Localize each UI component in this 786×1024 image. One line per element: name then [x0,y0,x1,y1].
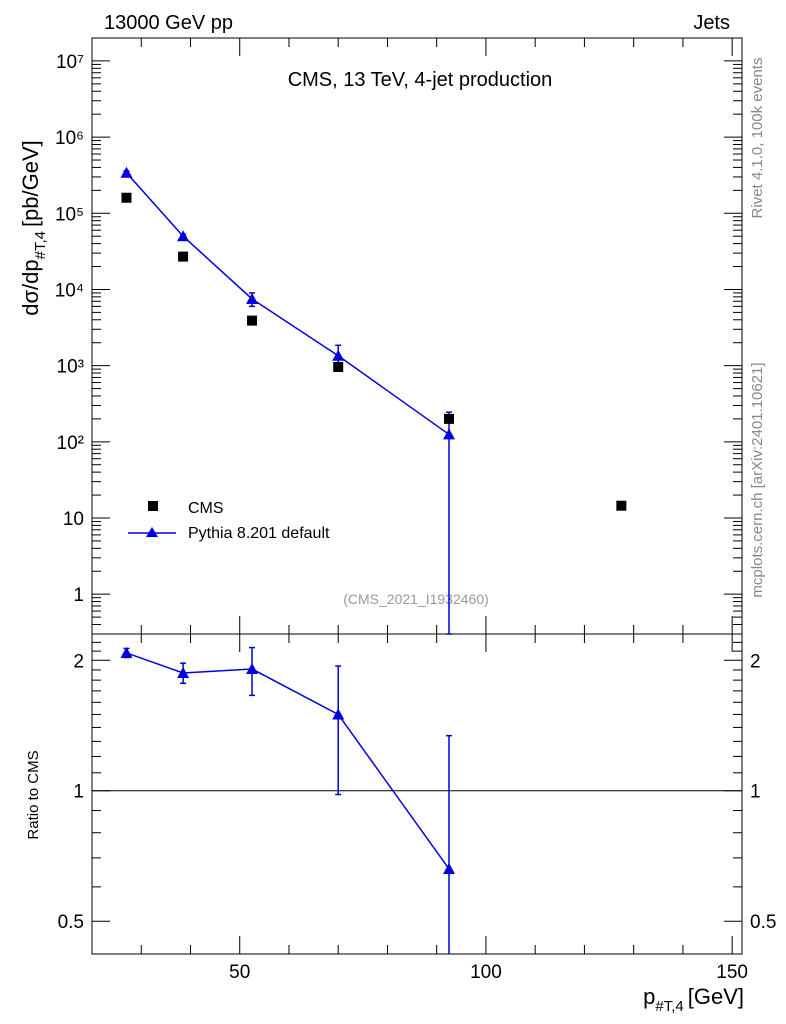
main-plot-frame [91,37,743,635]
cms-marker [444,413,455,424]
mc-marker [443,428,456,440]
cms-data-markers [121,192,627,511]
ratio-error-bars [123,646,453,954]
main-x-ticks [91,38,733,634]
ratio-x-ticks: 50 100 150 [91,634,748,983]
mc-marker [177,230,190,242]
ratio-marker [332,708,345,720]
mc-series-line [125,172,450,436]
ratio-y-tick-label: 1 [73,782,84,803]
main-y-tick-label: 10² [57,433,84,454]
legend-mc-marker [146,527,158,537]
ratio-y-ticks: 0.5 0.5 1 1 2 2 [58,641,776,933]
ratio-y-tick-label: 0.5 [58,912,84,933]
ratio-y-tick-label: 2 [73,651,84,672]
mcplots-label: mcplots.cern.ch [arXiv:2401.10621] [749,362,766,597]
main-y-tick-label: 1 [73,585,84,606]
mc-marker [332,349,345,361]
ratio-marker [246,662,259,674]
ratio-y-axis-label: Ratio to CMS [25,750,42,839]
legend-cms-marker [148,501,158,511]
main-y-tick-label: 10⁷ [56,52,84,73]
rivet-label-group: Rivet 4.1.0, 100k events [749,58,766,219]
ratio-series-line [126,652,450,870]
main-y-tick-label: 10³ [57,357,84,378]
mc-marker [120,166,133,178]
x-tick-label: 100 [470,962,502,983]
legend: CMS Pythia 8.201 default [128,500,330,542]
main-y-tick-label: 10⁶ [55,128,84,149]
x-tick-label: 150 [716,962,748,983]
ratio-y-tick-label-right: 0.5 [750,912,776,933]
main-y-tick-label: 10 [63,509,84,530]
legend-mc-label: Pythia 8.201 default [188,525,330,542]
ratio-marker [443,862,456,874]
x-label-unit: [GeV] [688,984,744,1009]
y-label-sub: #T,4 [32,231,49,259]
ratio-y-tick-label-right: 1 [750,782,761,803]
header-right: Jets [693,12,730,34]
x-label-main: p [643,984,655,1009]
svg-text:dσ/dp#T,4[pb/GeV]: dσ/dp#T,4 [pb/GeV] [18,140,49,316]
rivet-version-label: Rivet 4.1.0, 100k events [749,58,766,219]
ratio-y-axis-label-group: Ratio to CMS [25,750,42,839]
y-label-main: dσ/dp [18,259,43,315]
analysis-watermark: (CMS_2021_I1932460) [343,591,489,607]
y-label-unit: [pb/GeV] [18,140,43,227]
mc-markers [120,166,456,440]
ratio-plot-frame [91,633,743,955]
mcplots-label-group: mcplots.cern.ch [arXiv:2401.10621] [749,362,766,597]
legend-cms-label: CMS [188,500,224,517]
main-y-tick-label: 10⁵ [55,204,84,225]
ratio-marker [177,666,190,678]
ratio-markers [120,646,456,874]
header-left: 13000 GeV pp [104,12,233,34]
ratio-marker [120,646,133,658]
ratio-y-tick-label-right: 2 [750,651,761,672]
x-axis-label: p#T,4 [GeV] [643,984,744,1015]
x-tick-label: 50 [229,962,250,983]
main-y-tick-label: 10⁴ [55,280,84,301]
cms-marker [178,251,189,262]
cms-marker [616,500,627,511]
plot-title: CMS, 13 TeV, 4-jet production [288,69,553,91]
x-label-sub: #T,4 [655,998,683,1015]
cms-marker [121,192,132,203]
main-y-ticks: 1 10 10² 10³ 10⁴ 10⁵ 10⁶ 10⁷ [55,37,742,635]
cms-marker [247,315,258,326]
main-y-axis-label: dσ/dp#T,4 [pb/GeV] [18,140,49,316]
cms-marker [333,361,344,372]
mc-marker [246,292,259,304]
